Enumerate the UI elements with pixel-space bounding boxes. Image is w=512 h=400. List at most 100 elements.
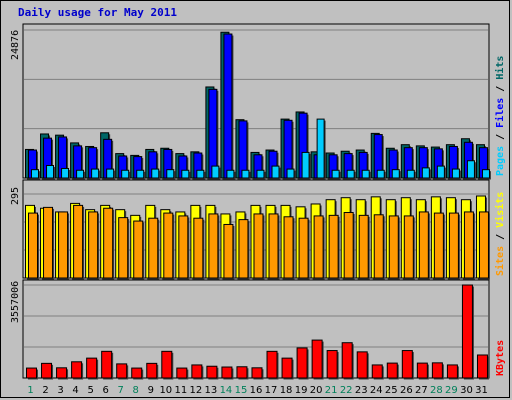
bar-kbytes-day-11 bbox=[176, 367, 189, 380]
x-tick-label-day-3: 3 bbox=[57, 385, 63, 396]
bar-sites-day-11 bbox=[178, 215, 190, 280]
bar-pages-day-30-body bbox=[466, 160, 475, 179]
bar-pages-day-21-body bbox=[331, 169, 340, 179]
bar-kbytes-day-10-body bbox=[161, 350, 173, 379]
bar-pages-day-10 bbox=[166, 169, 176, 180]
x-tick-label-day-25: 25 bbox=[385, 385, 398, 396]
bar-sites-day-13 bbox=[208, 213, 220, 280]
bar-kbytes-day-13 bbox=[206, 365, 219, 380]
x-tick-label-day-29: 29 bbox=[445, 385, 458, 396]
bar-sites-day-8 bbox=[133, 220, 145, 280]
bar-sites-day-10-body bbox=[163, 212, 174, 279]
bar-files-day-13-body bbox=[208, 88, 218, 179]
x-tick-label-day-16: 16 bbox=[250, 385, 263, 396]
bar-sites-day-22-body bbox=[343, 212, 354, 279]
bar-sites-day-30 bbox=[463, 211, 475, 280]
bar-pages-day-9-body bbox=[151, 168, 160, 179]
bar-sites-day-24 bbox=[373, 214, 385, 280]
bar-pages-day-12 bbox=[196, 169, 206, 180]
bar-pages-day-13-body bbox=[211, 165, 220, 179]
x-tick-label-day-14: 14 bbox=[220, 385, 233, 396]
x-tick-label-day-8: 8 bbox=[133, 385, 139, 396]
legend-panel-2-separator: / bbox=[495, 228, 506, 246]
bar-pages-day-23 bbox=[361, 169, 371, 180]
x-tick-label-day-7: 7 bbox=[118, 385, 124, 396]
bar-sites-day-3 bbox=[58, 211, 70, 280]
bar-kbytes-day-14-body bbox=[221, 366, 233, 379]
bar-pages-day-4-body bbox=[76, 169, 85, 179]
bar-sites-day-7 bbox=[118, 217, 130, 280]
bar-kbytes-day-3-body bbox=[56, 367, 68, 379]
bar-pages-day-5-body bbox=[91, 168, 100, 179]
bar-files-day-14 bbox=[223, 33, 234, 180]
panel-2-ymax-label: 295 bbox=[10, 187, 21, 205]
bar-kbytes-day-16-body bbox=[251, 367, 263, 379]
bar-kbytes-day-17-body bbox=[266, 350, 278, 379]
bar-sites-day-16-body bbox=[253, 213, 264, 279]
bar-kbytes-day-1 bbox=[26, 367, 38, 380]
bar-sites-day-28-body bbox=[433, 212, 444, 279]
bar-kbytes-day-8 bbox=[131, 367, 144, 380]
bar-kbytes-day-14 bbox=[221, 366, 234, 380]
bar-pages-day-3-body bbox=[61, 167, 70, 179]
x-tick-label-day-24: 24 bbox=[370, 385, 383, 396]
bar-sites-day-11-body bbox=[178, 215, 189, 279]
x-tick-label-day-9: 9 bbox=[148, 385, 154, 396]
bar-pages-day-24 bbox=[376, 169, 386, 180]
bar-kbytes-day-5-body bbox=[86, 357, 98, 379]
chart-title: Daily usage for May 2011 bbox=[18, 6, 177, 19]
bar-sites-day-17 bbox=[268, 213, 280, 280]
bar-sites-day-9-body bbox=[148, 217, 159, 279]
bar-pages-day-14-body bbox=[226, 169, 235, 179]
bar-sites-day-13-body bbox=[208, 213, 219, 279]
bar-sites-day-31 bbox=[478, 211, 490, 280]
bar-pages-day-24-body bbox=[376, 169, 385, 179]
bar-sites-day-7-body bbox=[118, 217, 129, 279]
bar-kbytes-day-20-body bbox=[311, 339, 323, 379]
bar-pages-day-28-body bbox=[436, 165, 445, 179]
bar-pages-day-19 bbox=[301, 151, 311, 180]
x-tick-label-day-5: 5 bbox=[87, 385, 93, 396]
bar-pages-day-16 bbox=[256, 169, 266, 180]
bar-sites-day-25-body bbox=[388, 215, 399, 279]
bar-kbytes-day-27-body bbox=[416, 362, 428, 379]
x-tick-label-day-4: 4 bbox=[72, 385, 78, 396]
bar-kbytes-day-26-body bbox=[401, 350, 413, 379]
legend-panel-1-entry-hits: Hits bbox=[494, 56, 506, 80]
bar-pages-day-2-body bbox=[46, 165, 55, 179]
bar-kbytes-day-4-body bbox=[71, 361, 83, 379]
bar-sites-day-19-body bbox=[298, 217, 309, 279]
bar-kbytes-day-21 bbox=[326, 350, 339, 380]
bar-kbytes-day-24 bbox=[371, 364, 384, 380]
panel-3-ymax-label: 3557006 bbox=[10, 281, 21, 323]
bar-sites-day-19 bbox=[298, 217, 310, 280]
bar-pages-day-7 bbox=[121, 169, 131, 180]
bar-kbytes-day-20 bbox=[311, 339, 324, 380]
bar-kbytes-day-1-body bbox=[26, 367, 37, 379]
bar-files-day-15-body bbox=[238, 120, 248, 179]
bar-pages-day-22-body bbox=[346, 169, 355, 179]
bar-pages-day-8 bbox=[136, 169, 146, 180]
bar-kbytes-day-12 bbox=[191, 364, 204, 380]
bar-sites-day-21-body bbox=[328, 214, 339, 279]
bar-kbytes-day-25-body bbox=[386, 362, 398, 379]
bar-kbytes-day-28 bbox=[431, 362, 444, 380]
bar-sites-day-4-body bbox=[73, 204, 84, 279]
x-tick-label-day-2: 2 bbox=[42, 385, 48, 396]
bar-kbytes-day-6-body bbox=[101, 350, 113, 379]
bar-sites-day-1 bbox=[28, 212, 39, 280]
x-tick-label-day-12: 12 bbox=[190, 385, 203, 396]
bar-kbytes-day-16 bbox=[251, 367, 264, 380]
bar-kbytes-day-31-body bbox=[476, 354, 488, 379]
bar-pages-day-2 bbox=[46, 165, 56, 180]
legend-panel-1-separator: / bbox=[495, 80, 506, 98]
bar-pages-day-17-body bbox=[271, 165, 280, 179]
x-tick-label-day-17: 17 bbox=[265, 385, 278, 396]
x-tick-label-day-31: 31 bbox=[475, 385, 488, 396]
x-tick-label-day-30: 30 bbox=[460, 385, 473, 396]
bar-kbytes-day-23 bbox=[356, 351, 369, 380]
legend-panel-2-entry-visits: Visits bbox=[494, 192, 506, 228]
bar-pages-day-19-body bbox=[301, 151, 310, 179]
